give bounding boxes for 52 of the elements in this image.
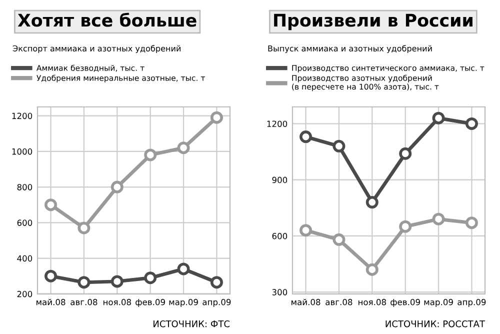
point <box>366 196 378 209</box>
point <box>44 198 58 212</box>
x-tick-label: мар.09 <box>424 298 453 307</box>
x-tick-label: авг.08 <box>326 298 352 306</box>
point <box>300 224 312 237</box>
text: ИСТОЧНИК: РОССТАТ <box>386 320 486 328</box>
point <box>177 142 190 154</box>
y-tick-label: 600 <box>272 232 288 240</box>
point <box>78 222 90 234</box>
x-tick-label: фев.09 <box>136 298 165 307</box>
point <box>465 117 478 130</box>
y-tick-label: 1200 <box>12 112 32 120</box>
text: ИСТОЧНИК: ФТС <box>154 320 230 328</box>
y-tick-label: 200 <box>17 290 32 298</box>
point <box>332 140 346 152</box>
point <box>78 276 90 289</box>
chart-subtitle: Экспорт аммиака и азотных удобрений <box>12 45 181 54</box>
point <box>144 148 157 162</box>
y-tick-label: 1200 <box>267 120 288 127</box>
y-tick-label: 400 <box>17 255 32 262</box>
point <box>432 212 445 226</box>
y-tick-label: 800 <box>17 184 32 190</box>
point <box>366 263 378 276</box>
x-tick-label: ноя.08 <box>358 298 386 306</box>
point <box>432 112 445 124</box>
point <box>210 276 223 289</box>
x-tick-label: ноя.08 <box>104 298 131 306</box>
chart-title: Хотят все больше <box>18 12 196 27</box>
point <box>399 147 412 160</box>
point <box>44 270 58 282</box>
y-tick-label: 300 <box>272 289 288 296</box>
x-tick-label: авг.08 <box>70 298 98 306</box>
chart-subtitle: Выпуск аммиака и азотных удобрений <box>268 45 432 54</box>
point <box>300 130 312 144</box>
point <box>332 233 346 246</box>
x-tick-label: фев.09 <box>390 298 420 307</box>
y-tick-label: 1000 <box>12 148 32 155</box>
x-tick-label: апр.09 <box>202 298 231 307</box>
y-tick-label: 900 <box>272 176 288 184</box>
point <box>177 262 190 276</box>
point <box>110 180 124 194</box>
x-tick-label: мар.09 <box>169 298 198 307</box>
x-tick-label: май.08 <box>36 298 66 306</box>
point <box>144 272 157 284</box>
chart-title: Произвели в России <box>274 14 472 30</box>
point <box>210 111 223 124</box>
point <box>399 220 412 233</box>
x-tick-label: апр.09 <box>458 298 486 307</box>
point <box>110 275 124 288</box>
y-tick-label: 600 <box>17 220 32 226</box>
point <box>465 216 478 230</box>
x-tick-label: май.08 <box>292 298 320 306</box>
